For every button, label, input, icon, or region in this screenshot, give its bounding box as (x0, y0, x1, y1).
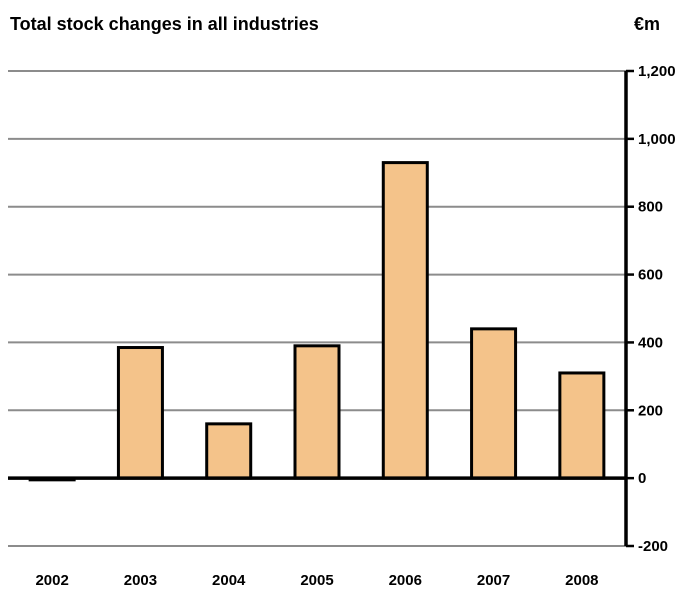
x-tick-label: 2008 (565, 572, 598, 589)
x-tick-label: 2004 (212, 572, 246, 589)
x-tick-label: 2002 (35, 572, 68, 589)
y-tick-label: -200 (638, 538, 668, 555)
gridlines (8, 70, 626, 547)
x-tick-label: 2005 (300, 572, 333, 589)
y-tick-label: 200 (638, 402, 663, 419)
bars (28, 161, 606, 482)
y-tick-label: 600 (638, 267, 663, 284)
y-tick-label: 0 (638, 470, 646, 487)
y-tick-label: 400 (638, 334, 663, 351)
x-tick-label: 2003 (124, 572, 157, 589)
bar-2005 (293, 344, 341, 480)
x-tick-label: 2006 (389, 572, 422, 589)
bar-2003 (116, 346, 164, 480)
y-tick-labels: -200 0 200 400 600 800 1,000 1,200 (638, 63, 676, 555)
bar-2008 (558, 371, 606, 480)
chart-title: Total stock changes in all industries (10, 14, 319, 34)
y-tick-label: 800 (638, 199, 663, 216)
bar-2007 (470, 327, 518, 480)
unit-label: €m (634, 14, 661, 34)
y-tick-label: 1,200 (638, 63, 676, 80)
x-tick-labels: 2002 2003 2004 2005 2006 2007 2008 (35, 572, 598, 589)
bar-2006 (381, 161, 429, 480)
x-tick-label: 2007 (477, 572, 510, 589)
axes (8, 69, 634, 548)
y-tick-label: 1,000 (638, 131, 676, 148)
bar-2004 (205, 422, 253, 480)
